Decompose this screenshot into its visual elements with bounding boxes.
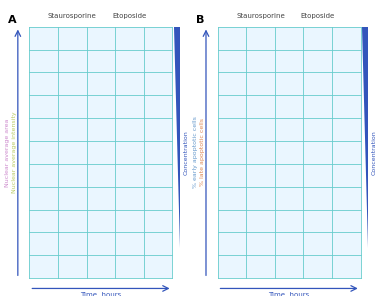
Text: Etoposide: Etoposide xyxy=(301,13,335,19)
Text: Time, hours: Time, hours xyxy=(80,292,122,296)
Text: Staurosporine: Staurosporine xyxy=(48,13,97,19)
Text: Nuclear average area: Nuclear average area xyxy=(5,118,10,186)
Text: Time, hours: Time, hours xyxy=(269,292,310,296)
Text: % early apoptotic cells: % early apoptotic cells xyxy=(194,117,198,188)
Text: Nuclear average intensity: Nuclear average intensity xyxy=(12,112,17,193)
Text: Concentration: Concentration xyxy=(183,130,188,175)
Text: Etoposide: Etoposide xyxy=(113,13,147,19)
Text: A: A xyxy=(8,15,16,25)
Text: Concentration: Concentration xyxy=(372,130,376,175)
Text: B: B xyxy=(196,15,204,25)
Text: Staurosporine: Staurosporine xyxy=(236,13,285,19)
Text: % late apoptotic cells: % late apoptotic cells xyxy=(200,118,205,186)
